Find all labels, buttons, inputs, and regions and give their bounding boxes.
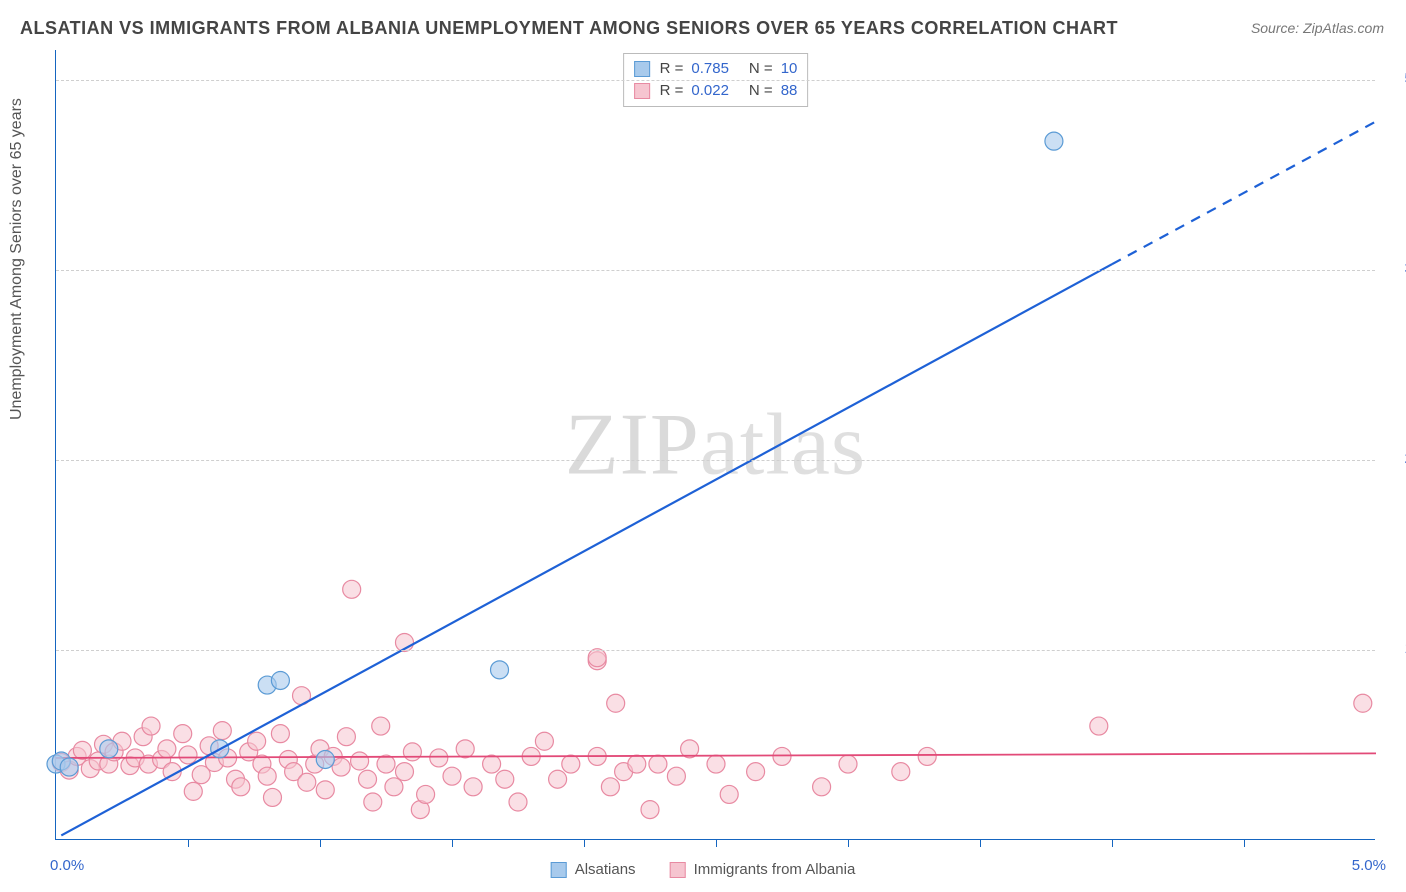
data-point-albania bbox=[184, 782, 202, 800]
data-point-albania bbox=[1090, 717, 1108, 735]
data-point-albania bbox=[496, 770, 514, 788]
source-attribution: Source: ZipAtlas.com bbox=[1251, 20, 1384, 36]
data-point-albania bbox=[747, 763, 765, 781]
data-point-albania bbox=[316, 781, 334, 799]
data-point-albania bbox=[248, 732, 266, 750]
data-point-albania bbox=[535, 732, 553, 750]
data-point-albania bbox=[649, 755, 667, 773]
data-point-albania bbox=[464, 778, 482, 796]
data-point-albania bbox=[456, 740, 474, 758]
x-tick bbox=[452, 839, 453, 847]
data-point-albania bbox=[364, 793, 382, 811]
x-tick bbox=[188, 839, 189, 847]
trend-line-alsatians-extrapolated bbox=[1112, 121, 1376, 264]
x-axis-max-label: 5.0% bbox=[1352, 857, 1386, 874]
data-point-albania bbox=[158, 740, 176, 758]
data-point-albania bbox=[641, 801, 659, 819]
data-point-albania bbox=[549, 770, 567, 788]
data-point-alsatians bbox=[316, 750, 334, 768]
data-point-albania bbox=[607, 694, 625, 712]
data-point-albania bbox=[372, 717, 390, 735]
data-point-albania bbox=[179, 746, 197, 764]
data-point-albania bbox=[628, 755, 646, 773]
x-axis-origin-label: 0.0% bbox=[50, 857, 84, 874]
data-point-albania bbox=[773, 747, 791, 765]
x-tick bbox=[716, 839, 717, 847]
data-point-albania bbox=[359, 770, 377, 788]
data-point-albania bbox=[263, 788, 281, 806]
data-point-albania bbox=[271, 725, 289, 743]
legend-label-albania: Immigrants from Albania bbox=[694, 861, 856, 878]
data-point-albania bbox=[174, 725, 192, 743]
data-point-albania bbox=[562, 755, 580, 773]
data-point-albania bbox=[73, 741, 91, 759]
data-point-albania bbox=[601, 778, 619, 796]
data-point-albania bbox=[351, 752, 369, 770]
legend-swatch-blue-icon bbox=[551, 862, 567, 878]
gridline bbox=[56, 80, 1375, 81]
data-point-albania bbox=[142, 717, 160, 735]
x-tick bbox=[320, 839, 321, 847]
data-point-albania bbox=[332, 758, 350, 776]
data-point-albania bbox=[588, 649, 606, 667]
scatter-plot-svg bbox=[56, 50, 1375, 839]
data-point-alsatians bbox=[100, 740, 118, 758]
data-point-albania bbox=[813, 778, 831, 796]
x-tick bbox=[1244, 839, 1245, 847]
data-point-albania bbox=[443, 767, 461, 785]
data-point-alsatians bbox=[1045, 132, 1063, 150]
data-point-albania bbox=[839, 755, 857, 773]
data-point-albania bbox=[258, 767, 276, 785]
data-point-alsatians bbox=[60, 758, 78, 776]
chart-plot-area: ZIPatlas R = 0.785 N = 10 R = 0.022 N = … bbox=[55, 50, 1375, 840]
legend-swatch-pink-icon bbox=[670, 862, 686, 878]
trend-line-alsatians bbox=[61, 264, 1112, 835]
data-point-albania bbox=[667, 767, 685, 785]
data-point-albania bbox=[720, 785, 738, 803]
legend-label-alsatians: Alsatians bbox=[575, 861, 636, 878]
y-axis-label: Unemployment Among Seniors over 65 years bbox=[8, 98, 26, 420]
x-tick bbox=[980, 839, 981, 847]
data-point-albania bbox=[892, 763, 910, 781]
chart-title: ALSATIAN VS IMMIGRANTS FROM ALBANIA UNEM… bbox=[20, 18, 1118, 39]
data-point-albania bbox=[430, 749, 448, 767]
gridline bbox=[56, 460, 1375, 461]
x-tick bbox=[848, 839, 849, 847]
data-point-albania bbox=[483, 755, 501, 773]
data-point-alsatians bbox=[271, 671, 289, 689]
data-point-albania bbox=[918, 747, 936, 765]
data-point-albania bbox=[343, 580, 361, 598]
data-point-albania bbox=[1354, 694, 1372, 712]
data-point-albania bbox=[417, 785, 435, 803]
gridline bbox=[56, 270, 1375, 271]
data-point-albania bbox=[707, 755, 725, 773]
data-point-albania bbox=[337, 728, 355, 746]
data-point-albania bbox=[298, 773, 316, 791]
data-point-albania bbox=[213, 722, 231, 740]
data-point-albania bbox=[403, 743, 421, 761]
legend-series-box: Alsatians Immigrants from Albania bbox=[551, 861, 856, 878]
x-tick bbox=[1112, 839, 1113, 847]
data-point-alsatians bbox=[491, 661, 509, 679]
data-point-albania bbox=[395, 763, 413, 781]
data-point-albania bbox=[385, 778, 403, 796]
x-tick bbox=[584, 839, 585, 847]
data-point-albania bbox=[509, 793, 527, 811]
data-point-albania bbox=[232, 778, 250, 796]
gridline bbox=[56, 650, 1375, 651]
